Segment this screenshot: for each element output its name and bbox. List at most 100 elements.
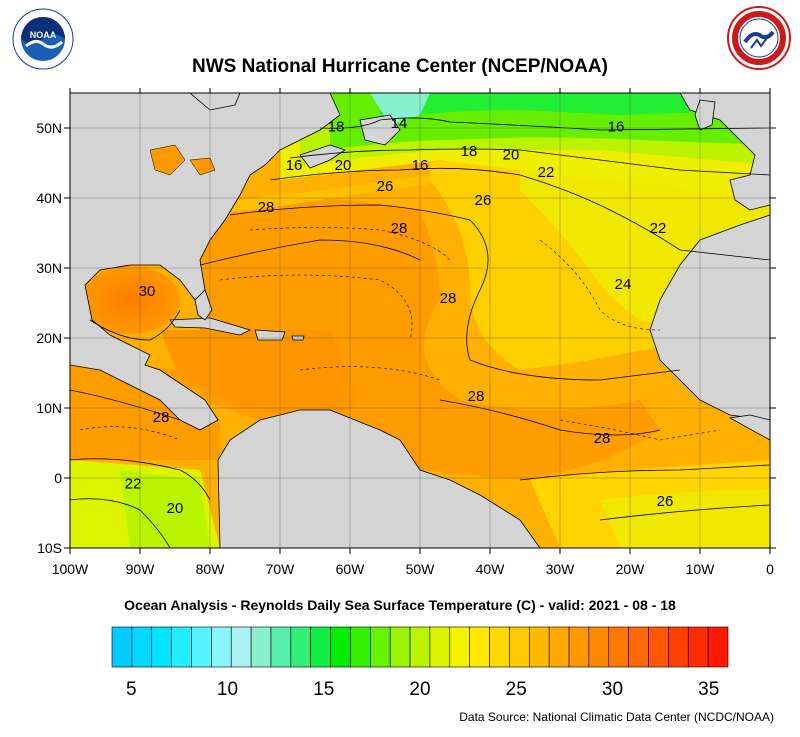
lon-tick-label: 10W xyxy=(686,561,716,577)
contour-label: 26 xyxy=(657,493,674,510)
latitude-axis: 50N 40N 30N 20N 10N 0 10S xyxy=(36,120,776,556)
colorbar-cell xyxy=(409,626,431,668)
europe xyxy=(679,93,770,211)
colorbar-cell xyxy=(191,626,212,668)
contour-label: 28 xyxy=(391,220,408,237)
hispaniola xyxy=(254,329,286,341)
colorbar-cell xyxy=(568,626,590,668)
north-america xyxy=(70,93,341,431)
colorbar-cell xyxy=(707,626,729,668)
colorbar-cell xyxy=(548,626,570,668)
contour-label: 24 xyxy=(615,276,632,293)
colorbar-cell xyxy=(330,626,351,668)
contour-label: 18 xyxy=(328,119,345,136)
lat-tick-label: 10N xyxy=(36,400,62,416)
contour-label: 28 xyxy=(468,388,485,405)
contour-labels: 14 16 16 18 18 20 20 16 22 26 26 28 28 22 24 30 28 28 28 28… xyxy=(125,115,674,517)
lon-tick-label: 80W xyxy=(196,561,226,577)
north-cold xyxy=(380,93,770,120)
sea-surface-temperature-map: 100W 90W 80W 70W 60W 50W 40W 30W 20W 10W 0 50N 40N 3… xyxy=(36,88,776,577)
colorbar-tick-label: 20 xyxy=(409,679,430,700)
colorbar-cell xyxy=(171,626,192,668)
colorbar-cell xyxy=(270,626,292,668)
colorbar-cell xyxy=(509,626,530,668)
lat-tick-label: 30N xyxy=(36,260,62,276)
colorbar-cell xyxy=(389,626,411,668)
noaa-logo-text: NOAA xyxy=(30,30,57,40)
colorbar-cell xyxy=(449,626,470,668)
temperature-colorbar: 5 10 15 20 25 30 35 xyxy=(111,626,729,700)
colorbar-cell xyxy=(588,626,610,668)
lat-tick-label: 10S xyxy=(37,540,62,556)
colorbar-cell xyxy=(469,626,490,668)
colorbar-cell xyxy=(648,626,669,668)
colorbar-cell xyxy=(151,626,172,668)
colorbar-tick-label: 25 xyxy=(506,679,527,700)
pacific-cooler xyxy=(120,470,210,548)
contour-label: 20 xyxy=(503,147,520,164)
contour-label: 22 xyxy=(125,476,142,493)
south-atlantic-yellow2 xyxy=(600,490,770,548)
colorbar-cell xyxy=(111,626,133,668)
lon-tick-label: 70W xyxy=(266,561,296,577)
colorbar-tick-label: 15 xyxy=(313,679,334,700)
contour-label: 22 xyxy=(650,220,667,237)
contour-label: 14 xyxy=(391,115,408,132)
colorbar-tick-label: 10 xyxy=(217,679,238,700)
colorbar-cell xyxy=(310,626,331,668)
lat-tick-label: 20N xyxy=(36,330,62,346)
colorbar-cells xyxy=(111,626,729,668)
florida xyxy=(194,289,213,321)
colorbar-tick-label: 30 xyxy=(602,679,623,700)
south-america xyxy=(217,409,541,548)
colorbar-cell xyxy=(429,626,451,668)
contour-label: 28 xyxy=(594,430,611,447)
contour-label: 30 xyxy=(139,283,156,300)
map-subtitle: Ocean Analysis - Reynolds Daily Sea Surf… xyxy=(124,597,676,613)
dashed-contours xyxy=(79,227,721,441)
contour-label: 26 xyxy=(475,192,492,209)
colorbar-cell xyxy=(230,626,252,668)
contour-label: 16 xyxy=(412,157,429,174)
lon-tick-label: 100W xyxy=(52,561,89,577)
lon-tick-label: 90W xyxy=(126,561,156,577)
colorbar-cell xyxy=(687,626,709,668)
lon-tick-label: 40W xyxy=(476,561,506,577)
colorbar-cell xyxy=(350,626,371,668)
contour-label: 20 xyxy=(335,157,352,174)
lon-tick-label: 30W xyxy=(546,561,576,577)
greenland xyxy=(189,93,241,111)
contour-label: 16 xyxy=(608,119,625,136)
colorbar-cell xyxy=(668,626,689,668)
colorbar-cell xyxy=(211,626,232,668)
contour-label: 28 xyxy=(153,409,170,426)
contour-label: 20 xyxy=(167,500,184,517)
colorbar-cell xyxy=(489,626,510,668)
lat-tick-label: 0 xyxy=(54,470,62,486)
colorbar-cell xyxy=(131,626,153,668)
map-title: NWS National Hurricane Center (NCEP/NOAA… xyxy=(192,56,608,77)
lat-tick-label: 50N xyxy=(36,120,62,136)
contour-label: 28 xyxy=(440,290,457,307)
colorbar-cell xyxy=(628,626,649,668)
data-source: Data Source: National Climatic Data Cent… xyxy=(459,710,774,724)
colorbar-cell xyxy=(608,626,629,668)
gulf-stream xyxy=(200,175,430,215)
contour-label: 28 xyxy=(258,199,275,216)
lat-tick-label: 40N xyxy=(36,190,62,206)
nws-logo xyxy=(727,6,791,70)
great-lakes xyxy=(149,144,186,176)
contour-label: 18 xyxy=(461,143,478,160)
lon-tick-label: 60W xyxy=(336,561,366,577)
lake-2 xyxy=(189,157,216,176)
colorbar-tick-label: 5 xyxy=(126,679,137,700)
lon-tick-label: 20W xyxy=(616,561,646,577)
nova-scotia xyxy=(299,144,346,169)
colorbar-cell xyxy=(290,626,312,668)
longitude-axis: 100W 90W 80W 70W 60W 50W 40W 30W 20W 10W 0 xyxy=(52,88,774,577)
lon-tick-label: 50W xyxy=(406,561,436,577)
contour-label: 26 xyxy=(377,178,394,195)
colorbar-cell xyxy=(250,626,272,668)
contour-label: 16 xyxy=(286,157,303,174)
colorbar-cell xyxy=(528,626,550,668)
